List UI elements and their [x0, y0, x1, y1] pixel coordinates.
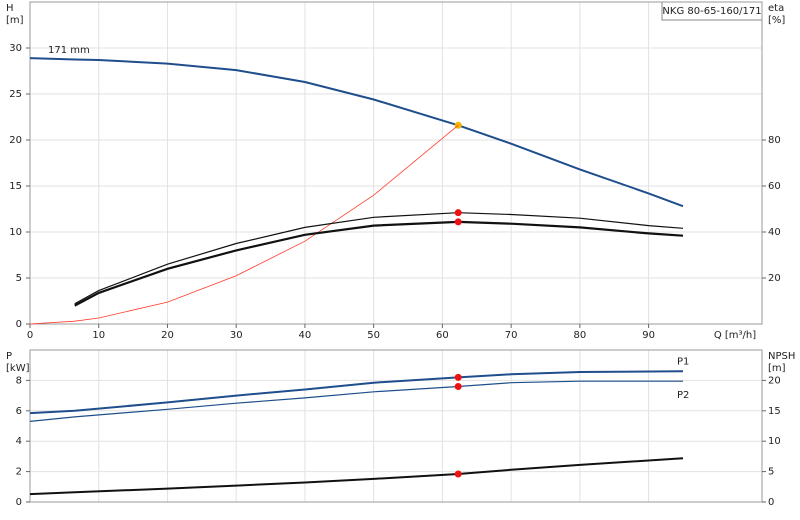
curve — [74, 220, 684, 307]
curve — [29, 457, 684, 496]
y2-axis-unit: [%] — [768, 15, 785, 26]
plot-frame — [29, 349, 763, 503]
curve-label: P2 — [677, 390, 689, 401]
y2-tick-label: 0 — [768, 497, 774, 508]
y-axis-label: P — [6, 351, 12, 362]
x-axis-label: Q [m³/h] — [714, 330, 756, 341]
y-tick-label: 5 — [16, 273, 22, 284]
x-tick-label: 0 — [27, 330, 33, 341]
y-axis-label: H — [6, 3, 14, 14]
operating-point — [454, 382, 462, 390]
y2-tick-label: 60 — [768, 181, 781, 192]
x-tick-label: 90 — [642, 330, 655, 341]
operating-point — [454, 218, 462, 226]
curve — [29, 370, 684, 415]
y-axis-unit: [m] — [6, 15, 24, 26]
operating-point — [454, 470, 462, 478]
chart-title: NKG 80-65-160/171 — [662, 6, 761, 17]
y-axis-unit: [kW] — [6, 363, 30, 374]
y2-tick-label: 20 — [768, 375, 781, 386]
y2-axis-label: eta — [768, 3, 784, 14]
x-tick-label: 20 — [161, 330, 174, 341]
y-tick-label: 0 — [16, 319, 22, 330]
y-tick-label: 2 — [16, 467, 22, 478]
y-tick-label: 4 — [16, 436, 22, 447]
x-tick-label: 70 — [505, 330, 518, 341]
y2-tick-label: 40 — [768, 227, 781, 238]
y2-tick-label: 20 — [768, 273, 781, 284]
curve-label: 171 mm — [48, 45, 90, 56]
curve — [29, 124, 459, 325]
curve-label: P1 — [677, 356, 689, 367]
y2-tick-label: 80 — [768, 135, 781, 146]
x-tick-label: 40 — [299, 330, 312, 341]
curve — [74, 212, 684, 305]
y-tick-label: 15 — [9, 181, 22, 192]
y-tick-label: 6 — [16, 406, 22, 417]
x-tick-label: 30 — [230, 330, 243, 341]
x-tick-label: 50 — [367, 330, 380, 341]
y2-tick-label: 10 — [768, 436, 781, 447]
y-tick-label: 30 — [9, 43, 22, 54]
y-tick-label: 20 — [9, 135, 22, 146]
x-tick-label: 80 — [573, 330, 586, 341]
curve — [29, 57, 684, 208]
x-tick-label: 10 — [92, 330, 105, 341]
x-tick-label: 60 — [436, 330, 449, 341]
y-tick-label: 8 — [16, 375, 22, 386]
y-tick-label: 25 — [9, 89, 22, 100]
operating-point — [454, 373, 462, 381]
y-tick-label: 10 — [9, 227, 22, 238]
y-tick-label: 0 — [16, 497, 22, 508]
plot-frame — [29, 1, 763, 325]
y2-tick-label: 5 — [768, 467, 774, 478]
y2-tick-label: 15 — [768, 406, 781, 417]
operating-point — [454, 209, 462, 217]
y2-axis-label: NPSH — [768, 351, 795, 362]
curve — [29, 380, 683, 422]
y2-axis-unit: [m] — [768, 363, 786, 374]
